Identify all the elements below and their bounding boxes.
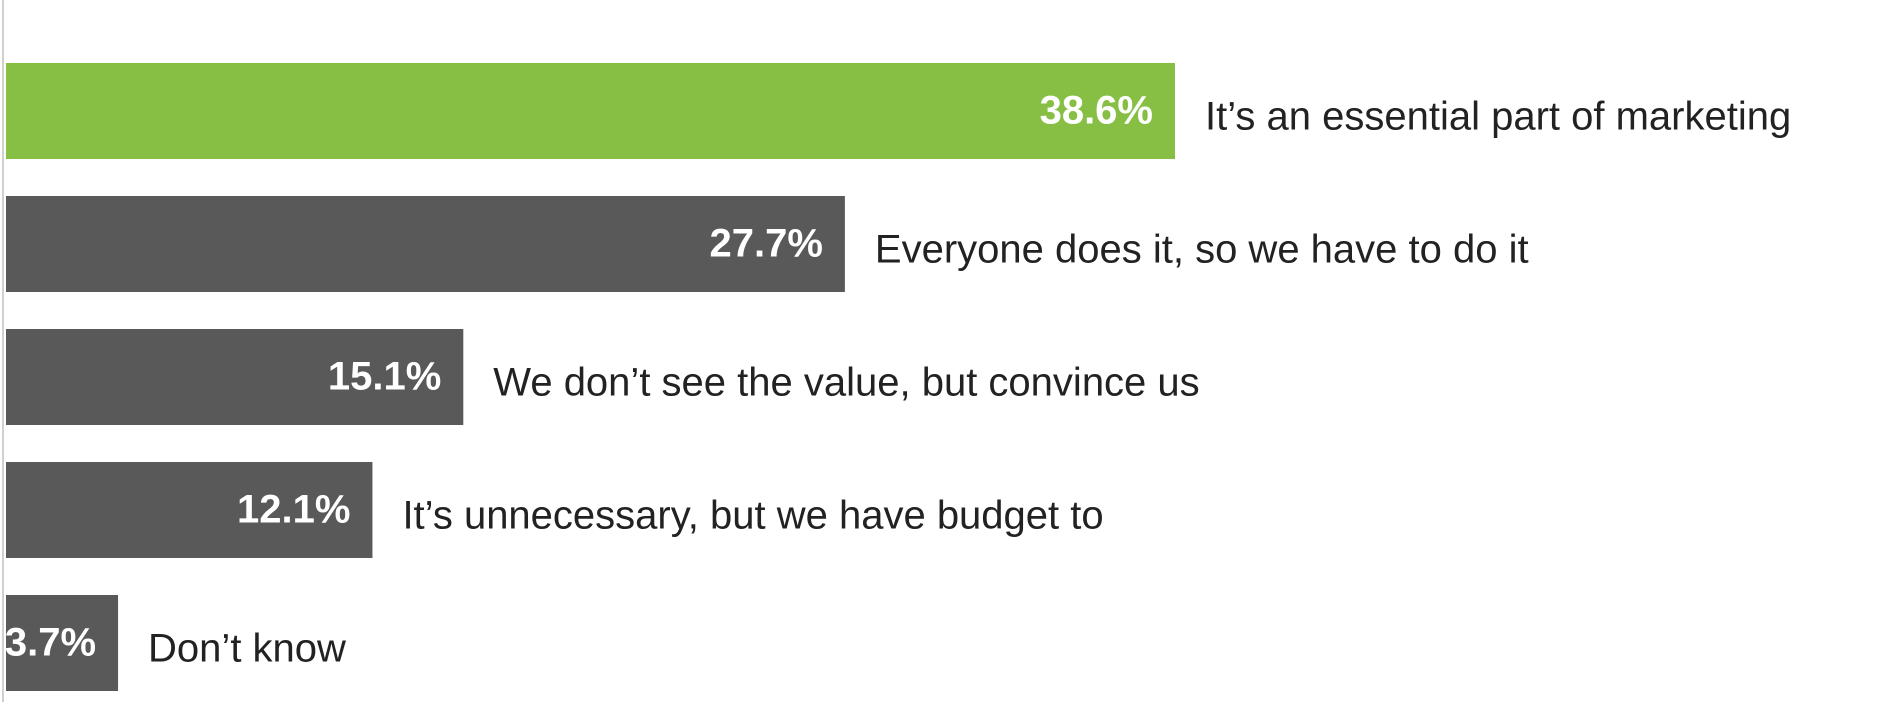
value-label: 15.1%	[328, 355, 441, 399]
category-label: It’s an essential part of marketing	[1205, 95, 1791, 139]
category-label: Don’t know	[148, 627, 346, 671]
value-label: 3.7%	[5, 621, 96, 665]
value-label: 27.7%	[709, 222, 822, 266]
value-label: 12.1%	[237, 488, 350, 532]
bar	[6, 63, 1175, 159]
category-label: It’s unnecessary, but we have budget to	[402, 494, 1103, 538]
bar	[6, 462, 373, 558]
category-label: Everyone does it, so we have to do it	[875, 228, 1529, 272]
bar	[6, 595, 119, 691]
category-label: We don’t see the value, but convince us	[493, 361, 1199, 405]
bar	[6, 329, 464, 425]
value-label: 38.6%	[1040, 89, 1153, 133]
bar	[6, 196, 845, 292]
